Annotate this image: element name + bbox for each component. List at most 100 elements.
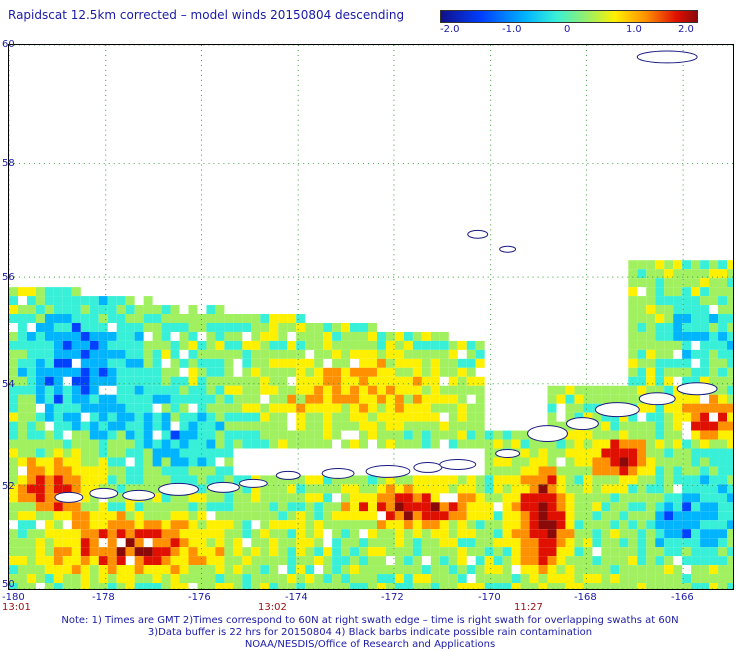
wind-cell [412, 439, 422, 449]
wind-cell [637, 376, 647, 386]
wind-cell [368, 574, 377, 584]
wind-cell [152, 457, 162, 467]
wind-cell [556, 448, 566, 458]
wind-cell [269, 538, 279, 548]
wind-cell [116, 358, 126, 368]
wind-cell [9, 349, 18, 359]
wind-cell [430, 520, 440, 530]
wind-cell [628, 502, 638, 512]
wind-cell [44, 394, 54, 404]
wind-cell [565, 439, 575, 449]
wind-cell [637, 260, 647, 270]
wind-cell [574, 394, 584, 404]
wind-cell [179, 457, 189, 467]
wind-cell [53, 349, 63, 359]
wind-cell [278, 322, 288, 332]
wind-cell [709, 511, 719, 521]
wind-cell [278, 475, 288, 485]
wind-cell [691, 412, 701, 422]
wind-cell [260, 511, 270, 521]
wind-cell [233, 529, 243, 539]
wind-cell [143, 529, 153, 539]
wind-cell [143, 421, 153, 431]
wind-cell [314, 439, 324, 449]
wind-cell [520, 520, 530, 530]
wind-cell [314, 547, 324, 557]
island-outline [676, 382, 718, 396]
wind-cell [125, 520, 135, 530]
wind-cell [421, 538, 431, 548]
wind-cell [556, 583, 566, 589]
wind-cell [646, 529, 656, 539]
lon-label: -166 [671, 592, 694, 603]
wind-cell [439, 565, 449, 575]
wind-cell [664, 403, 674, 413]
wind-cell [368, 529, 377, 539]
wind-cell [89, 322, 99, 332]
wind-cell [376, 421, 386, 431]
wind-cell [89, 529, 99, 539]
wind-cell [394, 565, 404, 575]
wind-cell [574, 448, 584, 458]
wind-cell [197, 493, 207, 503]
wind-cell [269, 358, 279, 368]
wind-cell [385, 484, 395, 494]
wind-cell [655, 305, 665, 315]
wind-cell [718, 457, 728, 467]
wind-cell [646, 349, 656, 359]
wind-cell [107, 430, 117, 440]
wind-cell [80, 305, 90, 315]
wind-cell [71, 520, 81, 530]
wind-cell [700, 358, 710, 368]
wind-cell [278, 511, 288, 521]
wind-cell [197, 448, 207, 458]
wind-cell [26, 296, 36, 306]
wind-cell [9, 412, 18, 422]
wind-cell [152, 385, 162, 395]
wind-cell [53, 511, 63, 521]
wind-cell [646, 305, 656, 315]
wind-cell [700, 502, 710, 512]
wind-cell [44, 466, 54, 476]
wind-cell [628, 529, 638, 539]
wind-cell [242, 565, 252, 575]
wind-cell [80, 430, 90, 440]
wind-cell [619, 412, 629, 422]
wind-cell [646, 367, 656, 377]
wind-cell [170, 502, 180, 512]
wind-cell [233, 475, 243, 485]
wind-cell [125, 475, 135, 485]
wind-cell [35, 502, 45, 512]
wind-cell [215, 403, 225, 413]
wind-cell [529, 466, 539, 476]
wind-cell [691, 511, 701, 521]
wind-cell [646, 583, 656, 589]
wind-cell [296, 484, 306, 494]
wind-cell [269, 475, 279, 485]
wind-cell [170, 385, 180, 395]
wind-cell [457, 547, 467, 557]
wind-cell [251, 331, 261, 341]
wind-cell [143, 376, 153, 386]
wind-cell [727, 349, 733, 359]
wind-cell [394, 574, 404, 584]
wind-cell [224, 385, 234, 395]
wind-cell [179, 430, 189, 440]
wind-cell [98, 574, 108, 584]
wind-cell [619, 511, 629, 521]
footnote-line: Note: 1) Times are GMT 2)Times correspon… [61, 615, 679, 626]
wind-cell [26, 538, 36, 548]
wind-cell [350, 547, 360, 557]
wind-cell [502, 457, 512, 467]
wind-cell [296, 502, 306, 512]
wind-cell [80, 349, 90, 359]
wind-cell [547, 583, 557, 589]
wind-cell [269, 349, 279, 359]
wind-cell [628, 269, 638, 279]
wind-cell [323, 511, 333, 521]
wind-cell [421, 484, 431, 494]
wind-cell [242, 430, 252, 440]
wind-cell [718, 269, 728, 279]
wind-cell [376, 475, 386, 485]
wind-cell [188, 457, 198, 467]
